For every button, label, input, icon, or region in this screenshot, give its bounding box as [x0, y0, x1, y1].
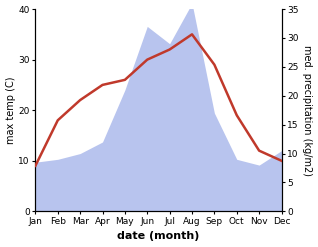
Y-axis label: max temp (C): max temp (C): [5, 76, 16, 144]
Y-axis label: med. precipitation (kg/m2): med. precipitation (kg/m2): [302, 45, 313, 176]
X-axis label: date (month): date (month): [117, 231, 200, 242]
